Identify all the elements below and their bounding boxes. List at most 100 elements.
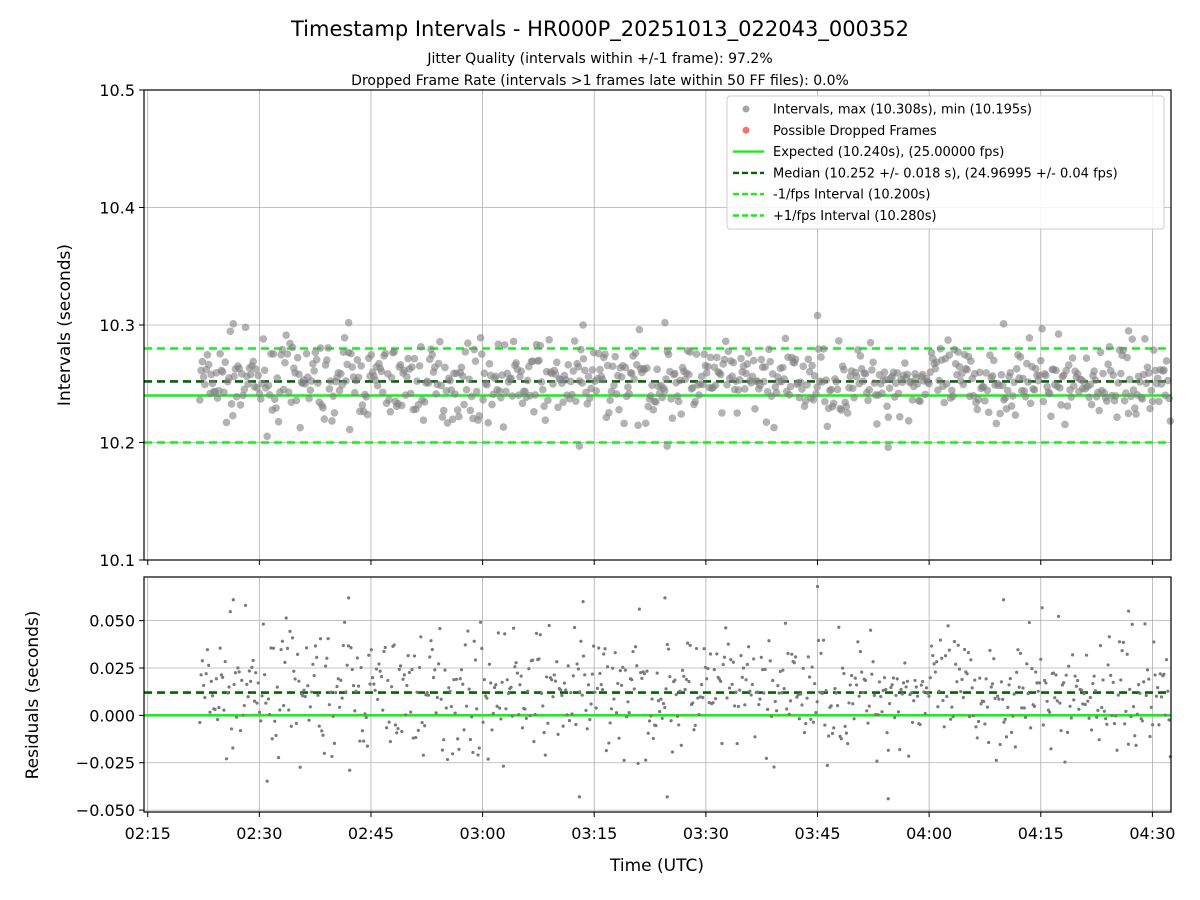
residual-point-765 — [231, 598, 235, 602]
residual-point-70 — [287, 708, 291, 712]
interval-point-263 — [530, 408, 538, 416]
interval-point-45 — [253, 384, 261, 392]
interval-point-10 — [208, 379, 217, 388]
residual-point-740 — [1138, 691, 1142, 695]
residual-point-65 — [280, 639, 284, 643]
interval-point-576 — [927, 348, 936, 357]
x-tick-label-7: 04:00 — [906, 824, 952, 843]
residual-point-357 — [651, 736, 655, 741]
residual-point-343 — [633, 645, 638, 649]
residual-point-260 — [528, 714, 532, 718]
residual-point-356 — [650, 697, 654, 701]
interval-point-104 — [328, 417, 336, 425]
residual-point-466 — [790, 652, 794, 656]
residual-point-617 — [982, 699, 986, 704]
residual-point-323 — [608, 721, 612, 725]
interval-point-111 — [337, 369, 345, 378]
residual-point-702 — [1090, 728, 1094, 732]
residual-point-153 — [392, 643, 396, 647]
interval-point-274 — [544, 396, 552, 405]
residual-point-63 — [278, 708, 282, 712]
interval-point-676 — [1054, 330, 1063, 338]
residual-point-16 — [218, 646, 222, 650]
residual-point-506 — [841, 666, 845, 670]
interval-point-177 — [420, 398, 429, 406]
residual-point-526 — [866, 721, 870, 725]
interval-point-459 — [779, 363, 787, 372]
residual-point-654 — [1029, 726, 1033, 730]
interval-point-531 — [870, 379, 879, 387]
residual-point-257 — [524, 716, 528, 720]
residual-point-675 — [1055, 699, 1059, 703]
interval-point-558 — [904, 416, 913, 425]
residual-point-427 — [740, 675, 744, 679]
residual-point-613 — [976, 719, 981, 724]
residual-point-701 — [1088, 695, 1092, 700]
residual-point-672 — [1051, 671, 1056, 675]
interval-point-338 — [625, 390, 633, 398]
residual-point-558 — [907, 754, 911, 758]
interval-point-282 — [554, 403, 562, 412]
residual-point-622 — [988, 648, 992, 652]
residual-point-363 — [659, 697, 663, 701]
residual-point-715 — [1106, 663, 1110, 667]
interval-point-759 — [1160, 366, 1168, 374]
interval-point-627 — [992, 419, 1001, 428]
residual-point-754 — [1156, 686, 1160, 690]
residual-point-600 — [960, 677, 964, 682]
interval-point-636 — [1003, 386, 1012, 395]
interval-point-634 — [1001, 394, 1010, 402]
intervals-points — [196, 311, 1175, 452]
interval-point-60 — [272, 404, 280, 412]
residual-point-745 — [1144, 693, 1148, 698]
residual-point-131 — [364, 715, 368, 720]
interval-point-92 — [312, 355, 321, 364]
interval-point-224 — [480, 369, 489, 378]
interval-point-479 — [804, 355, 813, 364]
interval-point-571 — [921, 390, 929, 399]
interval-point-140 — [373, 381, 382, 390]
residual-point-391 — [694, 646, 699, 651]
interval-point-326 — [610, 381, 618, 390]
residual-point-713 — [1103, 717, 1108, 721]
interval-point-748 — [1146, 404, 1154, 413]
residual-point-725 — [1119, 678, 1123, 682]
interval-point-736 — [1130, 404, 1139, 412]
residual-point-755 — [1157, 723, 1161, 727]
residual-point-120 — [350, 667, 354, 672]
interval-point-267 — [535, 356, 543, 365]
interval-point-745 — [1142, 379, 1151, 387]
residual-point-714 — [1105, 722, 1109, 726]
interval-point-473 — [796, 378, 805, 387]
residual-point-507 — [842, 672, 846, 676]
interval-point-618 — [981, 397, 989, 405]
residual-point-726 — [1120, 648, 1124, 653]
residual-point-537 — [880, 710, 884, 714]
interval-point-480 — [805, 367, 814, 376]
interval-point-533 — [873, 420, 881, 428]
interval-point-385 — [685, 370, 693, 379]
interval-point-432 — [744, 349, 753, 357]
residual-point-219 — [476, 753, 480, 757]
residual-point-593 — [951, 715, 955, 719]
residual-point-285 — [560, 693, 564, 698]
interval-point-767 — [579, 321, 587, 329]
interval-point-294 — [569, 367, 578, 375]
residual-point-221 — [478, 620, 483, 624]
interval-point-342 — [630, 375, 639, 383]
residuals-reference-lines — [144, 691, 1171, 717]
interval-point-493 — [822, 376, 830, 385]
interval-point-359 — [652, 398, 660, 406]
interval-point-87 — [306, 386, 315, 395]
residual-point-51 — [263, 673, 267, 677]
interval-point-59 — [270, 395, 279, 403]
residual-point-92 — [315, 655, 319, 659]
interval-point-604 — [963, 365, 971, 374]
interval-point-436 — [749, 356, 758, 365]
residual-point-94 — [317, 724, 321, 728]
residual-point-41 — [250, 665, 254, 669]
residual-point-45 — [255, 701, 259, 705]
residual-point-584 — [940, 656, 944, 660]
residual-point-542 — [886, 748, 890, 752]
interval-point-228 — [485, 360, 494, 368]
